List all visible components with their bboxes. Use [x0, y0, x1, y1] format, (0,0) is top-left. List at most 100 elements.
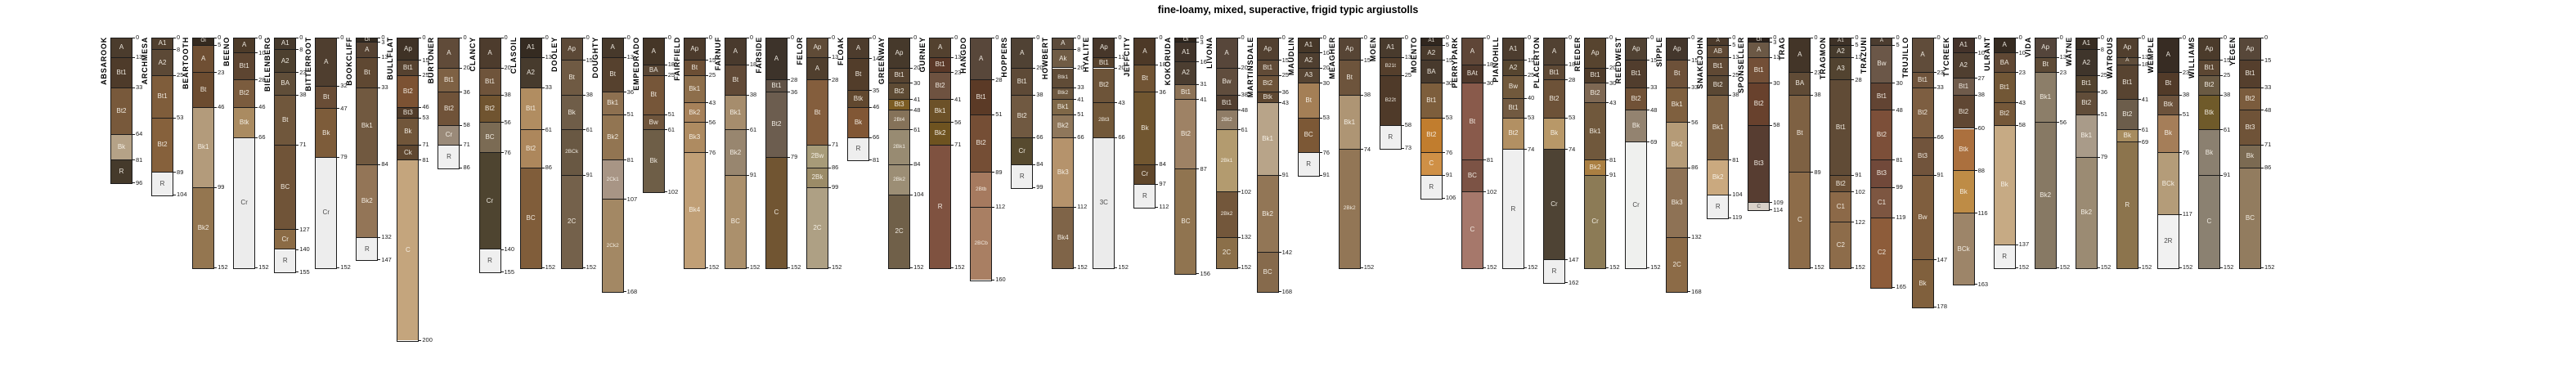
depth-label: 23	[1936, 68, 1944, 76]
horizon-block: 2Bk	[806, 168, 828, 188]
depth-tick	[1769, 202, 1773, 204]
depth-tick	[2137, 56, 2141, 58]
horizon-block: A	[2116, 57, 2138, 65]
depth-tick	[1318, 117, 1322, 119]
depth-tick	[173, 49, 177, 51]
horizon-label: R	[2002, 252, 2007, 260]
horizon-label: BC	[485, 133, 495, 141]
depth-tick	[2178, 152, 2182, 154]
depth-label: 142	[1281, 248, 1293, 256]
soil-profile-column: A BAt Bt BC C	[1461, 37, 1483, 269]
horizon-label: A	[610, 43, 615, 52]
depth-label: 102	[1241, 187, 1252, 195]
soil-profile-column: Ap A Bt 2Bw 2Bk 2C	[806, 37, 828, 269]
depth-tick	[1400, 124, 1404, 126]
depth-label: 15	[1691, 56, 1699, 64]
depth-label: 13	[1855, 53, 1862, 61]
horizon-label: BC	[526, 213, 536, 222]
depth-label: 13	[954, 53, 962, 61]
horizon-block: R	[848, 137, 869, 161]
depth-tick	[254, 137, 258, 138]
horizon-label: A	[774, 54, 779, 62]
horizon-block: R	[1543, 260, 1564, 284]
depth-label: 36	[1159, 88, 1166, 96]
horizon-block: Bk1	[1708, 95, 1729, 161]
soil-profile-column: A AB Bt1 Bt2 Bk1 Bk2 R	[1707, 37, 1730, 219]
soil-profile-column: Ap A Bt1 Bt2 Bk R	[2116, 37, 2138, 269]
depth-tick	[2014, 52, 2018, 53]
depth-label: 33	[1077, 83, 1084, 92]
horizon-block: A2	[1953, 53, 1974, 79]
depth-label: 33	[545, 83, 552, 92]
depth-label: 79	[340, 153, 348, 161]
depth-label: 18	[1159, 61, 1166, 69]
depth-label: 58	[1404, 121, 1412, 129]
depth-label: 5	[218, 41, 222, 49]
depth-label: 0	[749, 34, 754, 41]
depth-label: 0	[1036, 34, 1040, 41]
horizon-label: BC	[1467, 172, 1477, 180]
depth-tick	[1523, 267, 1527, 268]
depth-label: 76	[1445, 148, 1453, 156]
depth-tick	[1114, 137, 1118, 138]
profile-name-label: DOUGHTY	[590, 36, 599, 79]
horizon-label: Bt2	[1917, 108, 1928, 116]
horizon-label: Ck	[404, 148, 412, 156]
horizon-block: Bt2	[1012, 95, 1033, 138]
depth-tick	[909, 267, 913, 268]
profile-name-label: DOOLEY	[550, 36, 559, 72]
depth-tick	[581, 174, 586, 176]
horizon-block: R	[2116, 142, 2138, 268]
depth-tick	[1605, 67, 1609, 69]
soil-profile-column: Oi A Bt Bk1 Bk2	[192, 37, 215, 269]
horizon-label: A	[447, 48, 451, 56]
depth-tick	[500, 67, 504, 69]
depth-tick	[991, 172, 995, 173]
horizon-label: 2Bk2	[1220, 211, 1233, 218]
horizon-block: Btk	[848, 91, 869, 108]
depth-label: 71	[2264, 141, 2272, 149]
depth-label: 61	[913, 125, 921, 133]
depth-tick	[827, 186, 831, 188]
profile-name-label: YEGEN	[2228, 36, 2237, 66]
horizon-block: Bt1	[2116, 65, 2138, 101]
depth-label: 30	[1609, 79, 1617, 87]
horizon-label: A	[241, 41, 247, 49]
horizon-label: A	[1757, 45, 1761, 53]
depth-label: 152	[2100, 263, 2112, 272]
depth-tick	[2219, 267, 2223, 268]
horizon-label: A3	[1836, 64, 1845, 72]
depth-label: 91	[1445, 171, 1453, 179]
horizon-block: A	[765, 38, 787, 81]
depth-label: 5	[1855, 41, 1859, 49]
depth-tick	[2137, 267, 2141, 268]
depth-tick	[295, 94, 299, 96]
horizon-block: Bt1	[1994, 73, 2015, 104]
depth-label: 41	[1200, 95, 1207, 103]
depth-tick	[1646, 141, 1650, 143]
horizon-label: Bt1	[402, 64, 413, 71]
depth-tick	[213, 267, 218, 268]
depth-tick	[213, 44, 218, 46]
depth-label: 61	[2141, 125, 2149, 133]
depth-tick	[1605, 174, 1609, 176]
depth-label: 38	[749, 91, 757, 99]
depth-tick	[173, 172, 177, 173]
horizon-label: Bw	[1508, 83, 1518, 91]
depth-label: 81	[1486, 155, 1494, 164]
horizon-label: R	[2125, 200, 2130, 209]
depth-label: 23	[218, 68, 225, 76]
horizon-label: BC	[280, 183, 290, 191]
depth-tick	[1073, 49, 1077, 51]
horizon-label: Bt2	[2081, 99, 2092, 107]
depth-label: 0	[463, 34, 467, 41]
depth-tick	[704, 122, 708, 123]
horizon-block: Bt	[848, 59, 869, 92]
depth-label: 20	[1241, 64, 1248, 71]
horizon-block: A1	[520, 38, 541, 58]
horizon-block: Bt2	[152, 118, 173, 173]
depth-label: 18	[1486, 61, 1494, 69]
profile-name-label: TYCREEK	[1941, 36, 1950, 77]
depth-label: 200	[422, 336, 433, 343]
